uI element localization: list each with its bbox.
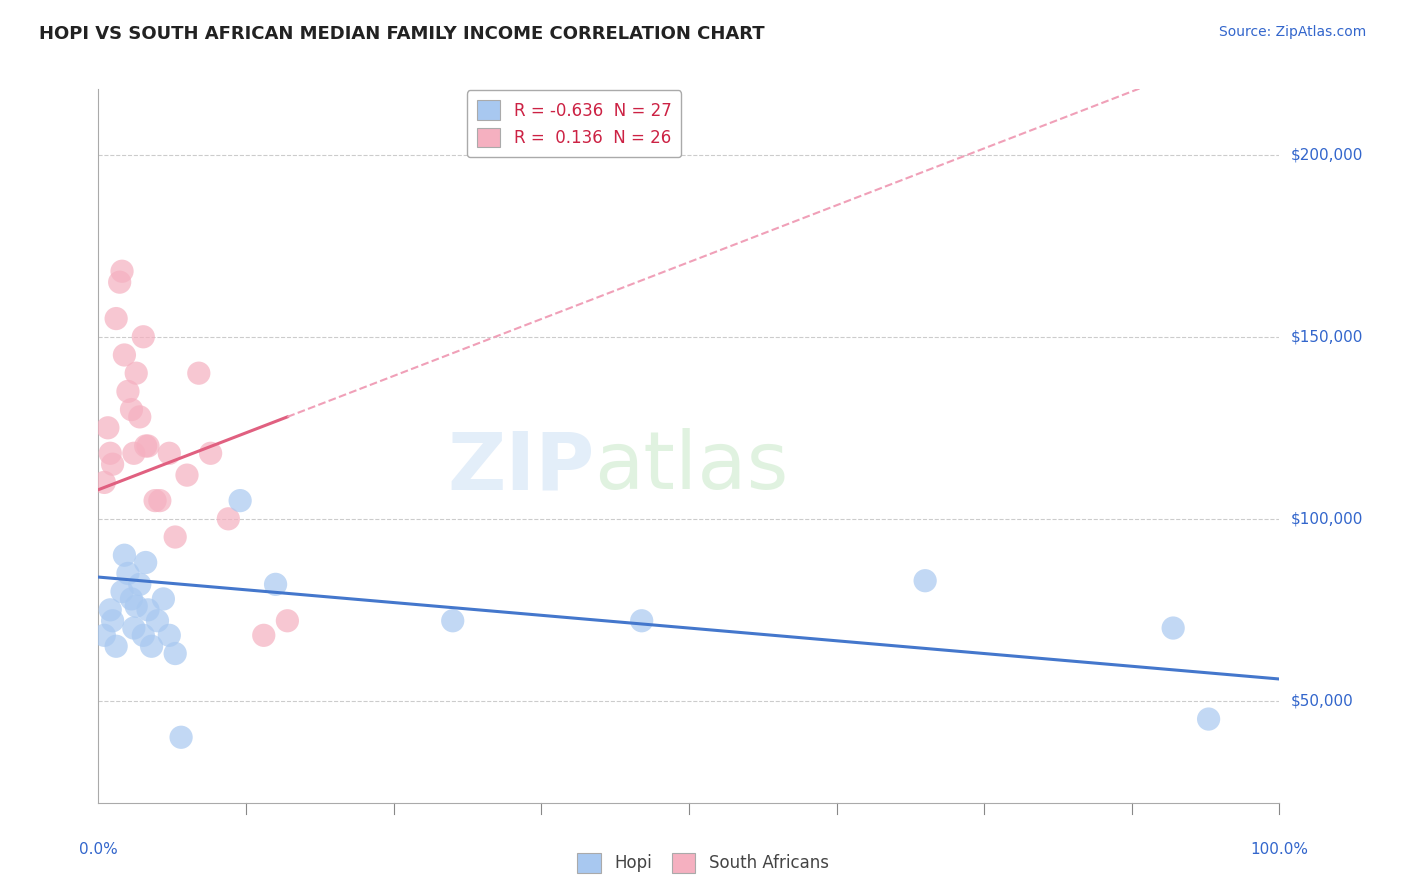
Text: HOPI VS SOUTH AFRICAN MEDIAN FAMILY INCOME CORRELATION CHART: HOPI VS SOUTH AFRICAN MEDIAN FAMILY INCO…	[39, 25, 765, 43]
Point	[630, 614, 652, 628]
Point	[128, 577, 150, 591]
Point	[914, 574, 936, 588]
Point	[111, 584, 134, 599]
Point	[217, 512, 239, 526]
Point	[108, 275, 131, 289]
Point	[101, 614, 124, 628]
Text: $50,000: $50,000	[1291, 693, 1354, 708]
Text: Source: ZipAtlas.com: Source: ZipAtlas.com	[1219, 25, 1367, 39]
Point	[117, 384, 139, 399]
Point	[135, 556, 157, 570]
Point	[105, 639, 128, 653]
Point	[170, 731, 193, 745]
Point	[98, 603, 121, 617]
Point	[97, 421, 120, 435]
Point	[132, 628, 155, 642]
Text: $150,000: $150,000	[1291, 329, 1362, 344]
Point	[101, 457, 124, 471]
Point	[143, 493, 166, 508]
Point	[117, 566, 139, 581]
Text: $100,000: $100,000	[1291, 511, 1362, 526]
Point	[122, 621, 145, 635]
Point	[135, 439, 157, 453]
Point	[125, 599, 148, 614]
Point	[1198, 712, 1220, 726]
Point	[122, 446, 145, 460]
Point	[93, 475, 115, 490]
Point	[121, 402, 143, 417]
Point	[187, 366, 209, 380]
Text: ZIP: ZIP	[447, 428, 595, 507]
Text: 0.0%: 0.0%	[79, 842, 118, 857]
Point	[136, 439, 159, 453]
Text: atlas: atlas	[595, 428, 789, 507]
Point	[112, 348, 135, 362]
Point	[264, 577, 287, 591]
Point	[441, 614, 464, 628]
Point	[165, 530, 187, 544]
Point	[146, 614, 169, 628]
Point	[253, 628, 276, 642]
Point	[229, 493, 252, 508]
Point	[276, 614, 298, 628]
Text: 100.0%: 100.0%	[1250, 842, 1309, 857]
Point	[136, 603, 159, 617]
Point	[132, 330, 155, 344]
Point	[121, 591, 143, 606]
Point	[93, 628, 115, 642]
Point	[149, 493, 172, 508]
Legend: Hopi, South Africans: Hopi, South Africans	[571, 847, 835, 880]
Point	[165, 647, 187, 661]
Point	[157, 446, 180, 460]
Text: $200,000: $200,000	[1291, 147, 1362, 162]
Point	[105, 311, 128, 326]
Point	[152, 591, 174, 606]
Point	[128, 409, 150, 424]
Point	[1161, 621, 1184, 635]
Point	[176, 468, 198, 483]
Point	[112, 548, 135, 562]
Legend: R = -0.636  N = 27, R =  0.136  N = 26: R = -0.636 N = 27, R = 0.136 N = 26	[467, 90, 682, 157]
Point	[157, 628, 180, 642]
Point	[111, 264, 134, 278]
Point	[98, 446, 121, 460]
Point	[125, 366, 148, 380]
Point	[200, 446, 222, 460]
Point	[141, 639, 163, 653]
